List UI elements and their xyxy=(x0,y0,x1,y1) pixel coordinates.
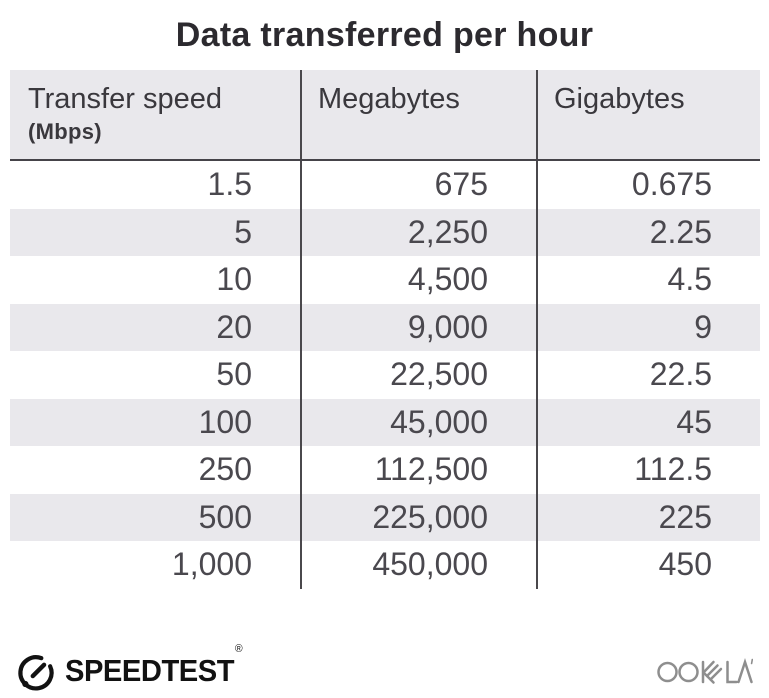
table-cell: 112.5 xyxy=(634,451,712,487)
speedometer-gauge-icon xyxy=(14,649,58,693)
table-row: 1.5 675 0.675 xyxy=(10,161,760,209)
table-row: 5 2,250 2.25 xyxy=(10,208,760,256)
table-row: 20 9,000 9 xyxy=(10,303,760,351)
table-body: 1.5 675 0.675 5 2,250 2.25 10 4,500 4.5 20 9,000 9 5… xyxy=(10,161,760,589)
table-header-row: Transfer speed (Mbps) Megabytes Gigabyte… xyxy=(10,70,760,159)
speedtest-wordmark: SPEEDTEST® xyxy=(65,643,243,689)
table-cell: 22.5 xyxy=(649,356,712,392)
table-cell: 450 xyxy=(658,546,712,582)
table-cell: 5 xyxy=(10,208,302,256)
ookla-logo xyxy=(657,656,753,686)
speedtest-text: SPEEDTEST xyxy=(65,653,235,688)
table-row: 500 225,000 225 xyxy=(10,493,760,541)
registered-trademark-mark: ® xyxy=(234,643,243,655)
column-header-label: Gigabytes xyxy=(554,83,685,115)
column-header-megabytes: Megabytes xyxy=(302,70,538,159)
table-cell: 45 xyxy=(676,403,712,440)
table-cell: 675 xyxy=(302,161,538,209)
table-cell: 22,500 xyxy=(302,351,538,399)
table-cell: 450,000 xyxy=(302,541,538,589)
table-cell: 1.5 xyxy=(10,161,302,209)
table-cell: 4,500 xyxy=(302,256,538,304)
footer: SPEEDTEST® xyxy=(14,643,753,694)
table-cell: 500 xyxy=(10,493,302,541)
table-row: 250 112,500 112.5 xyxy=(10,446,760,494)
column-header-sublabel: (Mbps) xyxy=(28,119,102,145)
column-header-transfer-speed: Transfer speed (Mbps) xyxy=(10,70,302,159)
table-cell: 45,000 xyxy=(302,398,538,446)
table-cell: 9 xyxy=(694,308,712,345)
table-cell: 0.675 xyxy=(631,166,712,202)
table-cell: 225 xyxy=(658,498,712,535)
table-cell: 4.5 xyxy=(667,261,712,297)
header-divider-rule xyxy=(10,159,760,161)
table-cell: 2.25 xyxy=(649,213,712,250)
table-cell: 112,500 xyxy=(302,446,538,494)
table-cell: 225,000 xyxy=(302,493,538,541)
page-title: Data transferred per hour xyxy=(175,16,594,54)
table-row: 10 4,500 4.5 xyxy=(10,256,760,304)
table-row: 100 45,000 45 xyxy=(10,398,760,446)
table-cell: 250 xyxy=(10,446,302,494)
column-header-gigabytes: Gigabytes xyxy=(538,70,760,159)
column-header-label: Transfer speed xyxy=(28,83,222,115)
table-cell: 1,000 xyxy=(10,541,302,589)
table-cell: 10 xyxy=(10,256,302,304)
speedtest-logo: SPEEDTEST® xyxy=(14,643,252,693)
data-table: Transfer speed (Mbps) Megabytes Gigabyte… xyxy=(10,70,760,589)
table-row: 1,000 450,000 450 xyxy=(10,541,760,589)
table-cell: 9,000 xyxy=(302,303,538,351)
table-cell: 50 xyxy=(10,351,302,399)
table-cell: 20 xyxy=(10,303,302,351)
table-cell: 100 xyxy=(10,398,302,446)
table-cell: 2,250 xyxy=(302,208,538,256)
column-header-label: Megabytes xyxy=(318,83,460,115)
table-row: 50 22,500 22.5 xyxy=(10,351,760,399)
